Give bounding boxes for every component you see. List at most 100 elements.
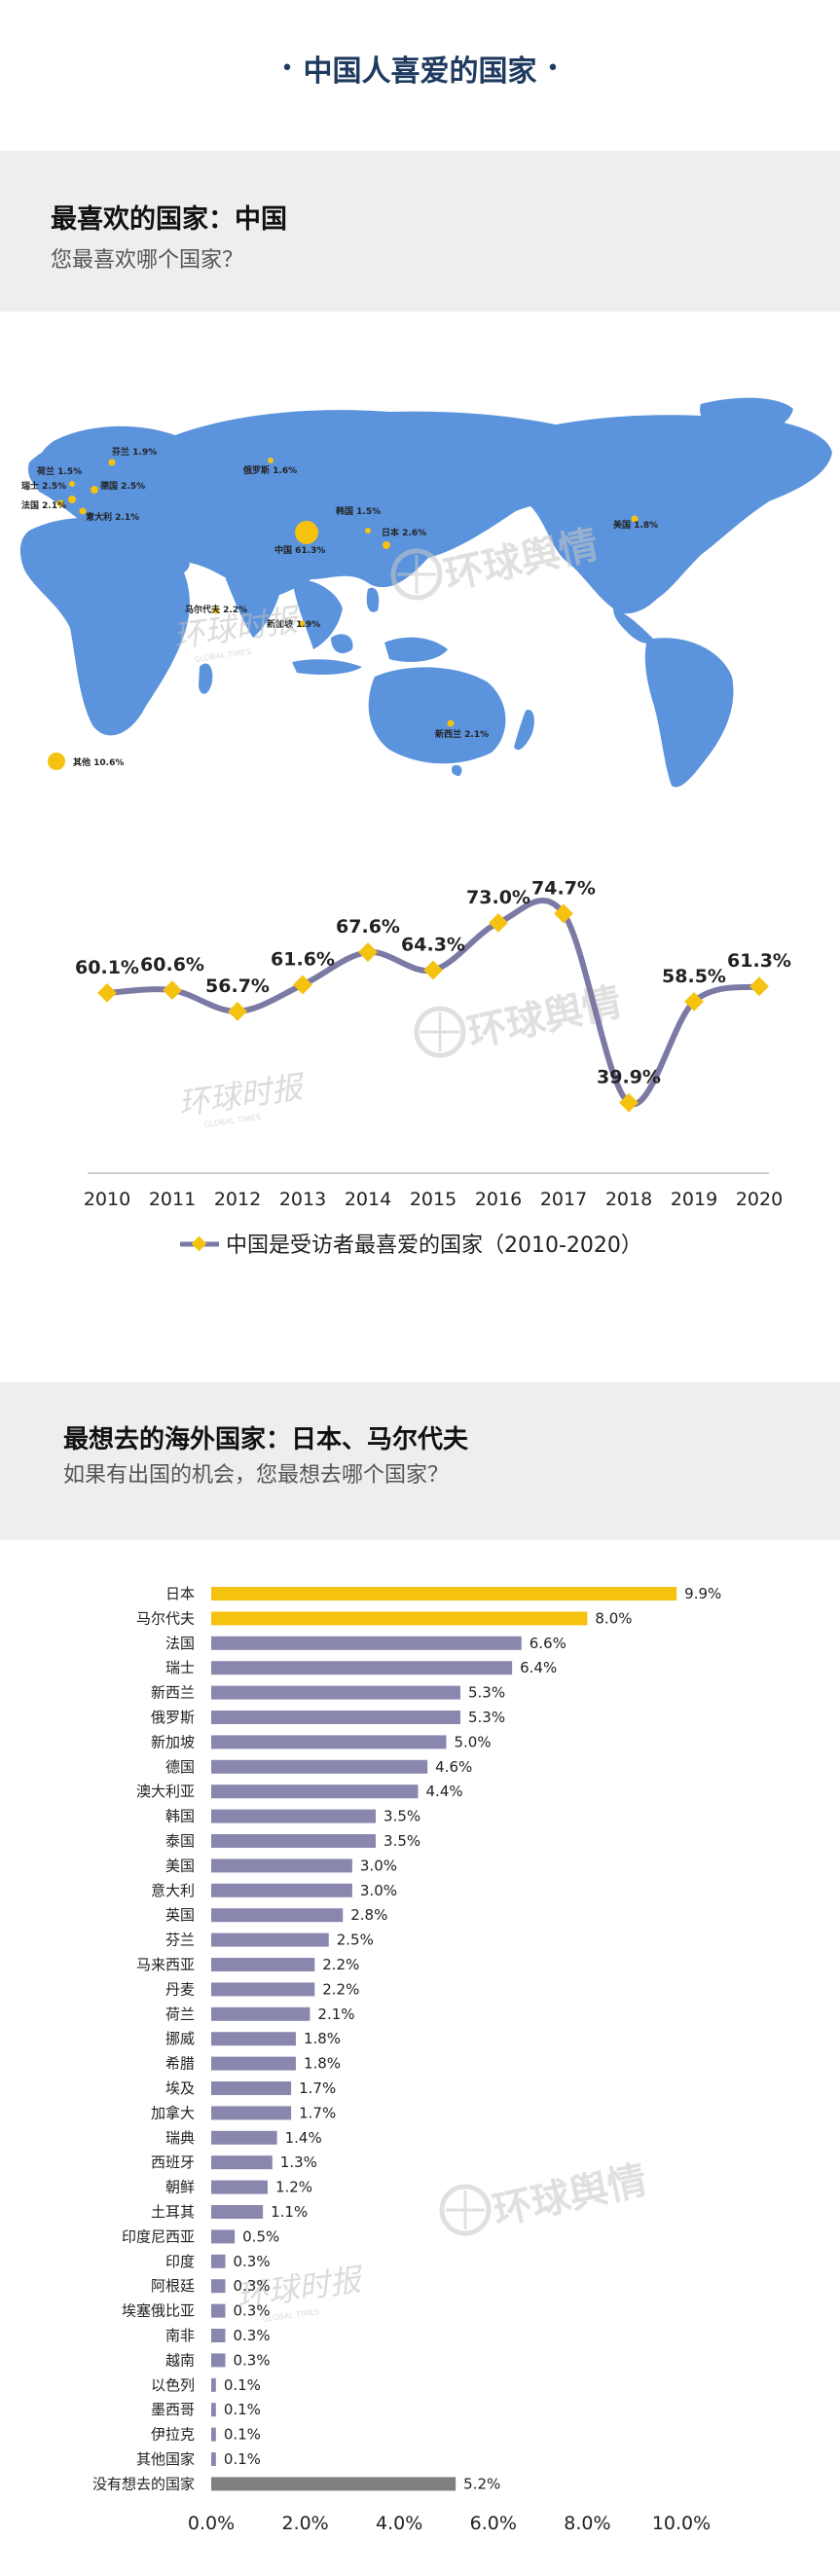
bar-category-label: 马尔代夫 [136,1609,195,1627]
bar-category-label: 澳大利亚 [136,1783,195,1800]
bar-14 [211,1908,344,1923]
bar-31 [211,2329,226,2342]
bar-value-label: 0.3% [233,2327,270,2344]
bubble-switzerland [68,496,76,503]
watermark-globe-icon [414,1006,466,1058]
section-subtitle-travel: 如果有出国的机会，您最想去哪个国家？ [63,1463,450,1488]
bar-23 [211,2130,277,2145]
line-x-tick-2020: 2020 [736,1189,783,1210]
line-x-tick-2017: 2017 [540,1189,587,1210]
map-label-italy: 意大利 2.1% [86,511,139,523]
bar-30 [211,2303,226,2318]
section-heading-favorite: 最喜欢的国家：中国 [51,204,287,235]
watermark-globe-icon [390,548,443,601]
bubble-netherlands [69,481,75,487]
bar-value-label: 1.4% [285,2129,322,2147]
line-point-2015 [423,960,443,980]
bar-value-label: 0.1% [224,2426,261,2444]
map-label-japan: 日本 2.6% [382,527,426,538]
bar-value-label: 4.6% [435,1758,472,1776]
bar-category-label: 墨西哥 [151,2401,195,2418]
bar-15 [211,1932,329,1947]
bar-value-label: 1.7% [299,2079,336,2097]
bar-category-label: 荷兰 [165,2006,195,2023]
line-value-label-2018: 39.9% [597,1067,661,1088]
line-point-2011 [163,980,182,1001]
bar-value-label: 3.0% [360,1882,397,1899]
bar-11 [211,1834,377,1848]
bar-category-label: 西班牙 [151,2153,195,2171]
line-series-path [104,898,762,1108]
watermark-text: 环球舆情 [490,2158,651,2234]
bar-2 [211,1611,588,1626]
bar-value-label: 0.3% [233,2351,270,2369]
bar-category-label: 印度尼西亚 [122,2227,195,2245]
bar-value-label: 2.8% [350,1906,387,1924]
bubble-finland [108,459,116,466]
map-label-korea: 韩国 1.5% [336,505,381,517]
bar-category-label: 希腊 [165,2055,195,2073]
bubble-italy [79,507,87,515]
map-label-newzealand: 新西兰 2.1% [435,728,489,740]
bar-21 [211,2081,292,2095]
section-subtitle-favorite: 您最喜欢哪个国家？ [51,248,244,273]
bar-value-label: 1.8% [304,2030,341,2047]
line-chart: 环球时报 GLOBAL TIMES 环球舆情 60.1% 2010 60.6% 201… [75,877,791,1258]
line-point-2013 [293,975,312,995]
line-value-label-2017: 74.7% [531,877,596,899]
bar-value-label: 1.1% [271,2203,308,2221]
bubble-maldives [212,607,220,614]
bar-category-label: 朝鲜 [165,2179,195,2196]
bubble-others [48,753,65,770]
bar-category-label: 埃塞俄比亚 [122,2302,195,2320]
bar-22 [211,2106,292,2120]
line-x-tick-2015: 2015 [410,1189,457,1210]
bar-value-label: 1.2% [275,2179,312,2196]
bar-18 [211,2006,310,2021]
bubble-russia [268,458,274,463]
bubble-usa [631,515,639,523]
bar-12 [211,1858,352,1873]
bubble-korea [365,528,371,534]
line-x-tick-2018: 2018 [605,1189,652,1210]
bar-32 [211,2353,226,2368]
page-title: 中国人喜爱的国家 [303,55,537,89]
bar-value-label: 1.8% [304,2055,341,2073]
bar-26 [211,2205,264,2219]
line-x-tick-2019: 2019 [671,1189,717,1210]
bar-value-label: 2.2% [322,1956,359,1973]
bar-value-label: 4.4% [426,1783,463,1800]
bar-value-label: 8.0% [595,1609,632,1627]
bar-value-label: 0.1% [224,2450,261,2468]
bar-category-label: 英国 [165,1906,195,1924]
map-label-germany: 德国 2.5% [100,480,145,492]
bar-x-tick: 10.0% [652,2513,711,2534]
bar-3 [211,1636,522,1650]
bar-category-label: 韩国 [165,1808,195,1825]
bar-value-label: 5.3% [468,1709,505,1726]
legend-label: 中国是受访者最喜爱的国家（2010-2020） [226,1233,642,1258]
bubble-france [56,499,64,507]
title-dot-right: • [546,55,560,81]
line-x-tick-2013: 2013 [279,1189,326,1210]
bar-category-label: 美国 [165,1857,195,1874]
bar-37 [211,2477,457,2491]
bar-33 [211,2377,216,2392]
bar-category-label: 泰国 [165,1832,195,1850]
bar-value-label: 1.7% [299,2104,336,2121]
bar-8 [211,1759,428,1774]
bar-28 [211,2254,226,2268]
watermark-text: 环球舆情 [464,980,626,1056]
bar-category-label: 没有想去的国家 [92,2475,195,2492]
bar-category-label: 挪威 [165,2030,195,2047]
line-value-label-2016: 73.0% [466,887,530,908]
line-watermark: 环球时报 GLOBAL TIMES 环球舆情 [176,980,626,1129]
world-map: 荷兰 1.5% 芬兰 1.9% 俄罗斯 1.6% 瑞士 2.5% 德国 2.5%… [19,397,832,788]
map-label-usa: 美国 1.8% [613,519,658,531]
bar-category-label: 马来西亚 [136,1956,195,1973]
line-x-tick-2016: 2016 [475,1189,522,1210]
bar-17 [211,1982,315,1997]
bar-value-label: 0.5% [242,2227,279,2245]
bar-category-label: 德国 [165,1758,195,1776]
bar-27 [211,2229,236,2244]
